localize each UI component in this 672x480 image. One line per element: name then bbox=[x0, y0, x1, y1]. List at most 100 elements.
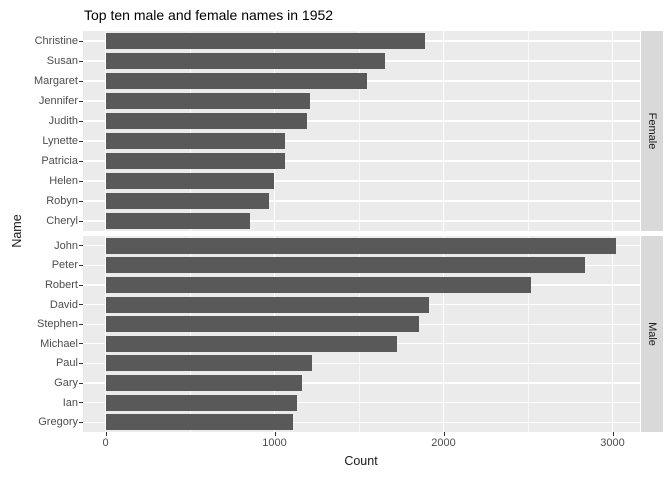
x-tick-mark bbox=[443, 432, 445, 436]
y-tick-label: Gary bbox=[54, 377, 78, 389]
x-axis-title: Count bbox=[344, 454, 378, 468]
y-tick-label: Patricia bbox=[41, 155, 78, 167]
gridline-minor-x bbox=[189, 236, 191, 432]
bar-paul bbox=[105, 355, 312, 372]
bar-gregory bbox=[105, 414, 294, 431]
bar-john bbox=[105, 237, 616, 254]
facet-strip-label: Female bbox=[646, 112, 658, 150]
y-tick-mark bbox=[79, 362, 83, 364]
y-tick-label: Helen bbox=[49, 175, 78, 187]
gridline-major-x bbox=[273, 31, 276, 231]
bar-lynette bbox=[105, 133, 286, 149]
gridline-minor-x bbox=[527, 31, 529, 231]
gridline-major-x bbox=[611, 31, 614, 231]
y-tick-mark bbox=[79, 40, 83, 42]
facet-panel-female bbox=[83, 31, 640, 231]
y-tick-label: Jennifer bbox=[38, 95, 78, 107]
y-tick-label: Judith bbox=[48, 115, 78, 127]
y-tick-mark bbox=[79, 120, 83, 122]
y-tick-mark bbox=[79, 160, 83, 162]
bar-cheryl bbox=[105, 213, 250, 229]
gridline-major-y bbox=[83, 140, 640, 142]
y-tick-label: David bbox=[49, 298, 78, 311]
facet-strip-male: Male bbox=[641, 236, 663, 432]
gridline-major-y bbox=[83, 160, 640, 162]
bar-stephen bbox=[105, 316, 419, 333]
bar-susan bbox=[105, 53, 386, 69]
bar-david bbox=[105, 296, 430, 313]
facet-strip-female: Female bbox=[641, 31, 663, 231]
y-tick-mark bbox=[79, 323, 83, 325]
gridline-minor-x bbox=[189, 31, 191, 231]
x-tick-mark bbox=[105, 432, 107, 436]
gridline-major-y bbox=[83, 220, 640, 222]
gridline-major-y bbox=[83, 401, 640, 404]
bar-ian bbox=[105, 394, 298, 411]
gridline-major-y bbox=[83, 180, 640, 182]
y-tick-mark bbox=[79, 140, 83, 142]
gridline-major-y bbox=[83, 100, 640, 102]
bar-helen bbox=[105, 173, 274, 189]
facet-strip-label: Male bbox=[646, 322, 658, 346]
y-tick-mark bbox=[79, 343, 83, 345]
y-tick-mark bbox=[79, 382, 83, 384]
bar-gary bbox=[105, 375, 303, 391]
y-tick-label: Lynette bbox=[42, 135, 78, 147]
y-tick-label: John bbox=[54, 239, 78, 252]
y-tick-mark bbox=[79, 60, 83, 62]
y-tick-label: Peter bbox=[51, 259, 78, 272]
x-tick-mark bbox=[274, 432, 276, 436]
y-tick-mark bbox=[79, 264, 83, 266]
y-tick-label: Christine bbox=[34, 35, 78, 47]
bar-robert bbox=[105, 277, 532, 293]
x-tick-label: 0 bbox=[102, 437, 109, 449]
gridline-major-y bbox=[83, 421, 640, 423]
x-tick-label: 1000 bbox=[262, 437, 287, 449]
y-tick-label: Margaret bbox=[33, 75, 78, 87]
bar-christine bbox=[105, 33, 425, 49]
gridline-major-x bbox=[442, 31, 445, 231]
y-tick-mark bbox=[79, 421, 83, 423]
y-tick-mark bbox=[79, 304, 83, 306]
y-tick-mark bbox=[79, 180, 83, 182]
y-tick-mark bbox=[79, 200, 83, 202]
y-tick-label: Robyn bbox=[46, 195, 78, 207]
y-tick-mark bbox=[79, 245, 83, 247]
x-tick-mark bbox=[612, 432, 614, 436]
y-tick-mark bbox=[79, 80, 83, 82]
gridline-major-x bbox=[104, 236, 107, 432]
bar-michael bbox=[105, 335, 398, 352]
gridline-major-x bbox=[104, 31, 107, 231]
y-tick-mark bbox=[79, 402, 83, 404]
y-tick-mark bbox=[79, 284, 83, 286]
gridline-major-x bbox=[442, 236, 445, 432]
y-tick-label: Stephen bbox=[37, 318, 78, 331]
gridline-major-x bbox=[273, 236, 276, 432]
y-tick-label: Cheryl bbox=[46, 215, 78, 227]
y-tick-label: Robert bbox=[44, 279, 78, 291]
x-tick-label: 3000 bbox=[600, 437, 625, 449]
x-tick-label: 2000 bbox=[431, 437, 456, 449]
gridline-major-y bbox=[83, 382, 640, 384]
chart-title: Top ten male and female names in 1952 bbox=[84, 7, 334, 23]
gridline-minor-x bbox=[358, 31, 360, 231]
y-tick-label: Michael bbox=[40, 337, 78, 350]
y-tick-mark bbox=[79, 220, 83, 222]
gridline-major-y bbox=[83, 200, 640, 202]
y-tick-label: Paul bbox=[55, 357, 78, 370]
gridline-minor-x bbox=[527, 236, 529, 432]
bar-patricia bbox=[105, 153, 285, 169]
y-tick-label: Ian bbox=[62, 396, 78, 409]
bar-margaret bbox=[105, 73, 367, 89]
gridline-major-x bbox=[611, 236, 614, 432]
bar-peter bbox=[105, 257, 586, 274]
facet-panel-male bbox=[83, 236, 640, 432]
gridline-minor-x bbox=[358, 236, 360, 432]
gridline-major-y bbox=[83, 120, 640, 122]
y-tick-mark bbox=[79, 100, 83, 102]
y-tick-label: Gregory bbox=[38, 416, 78, 429]
bar-judith bbox=[105, 113, 307, 129]
y-tick-label: Susan bbox=[46, 55, 78, 67]
bar-robyn bbox=[105, 193, 270, 209]
